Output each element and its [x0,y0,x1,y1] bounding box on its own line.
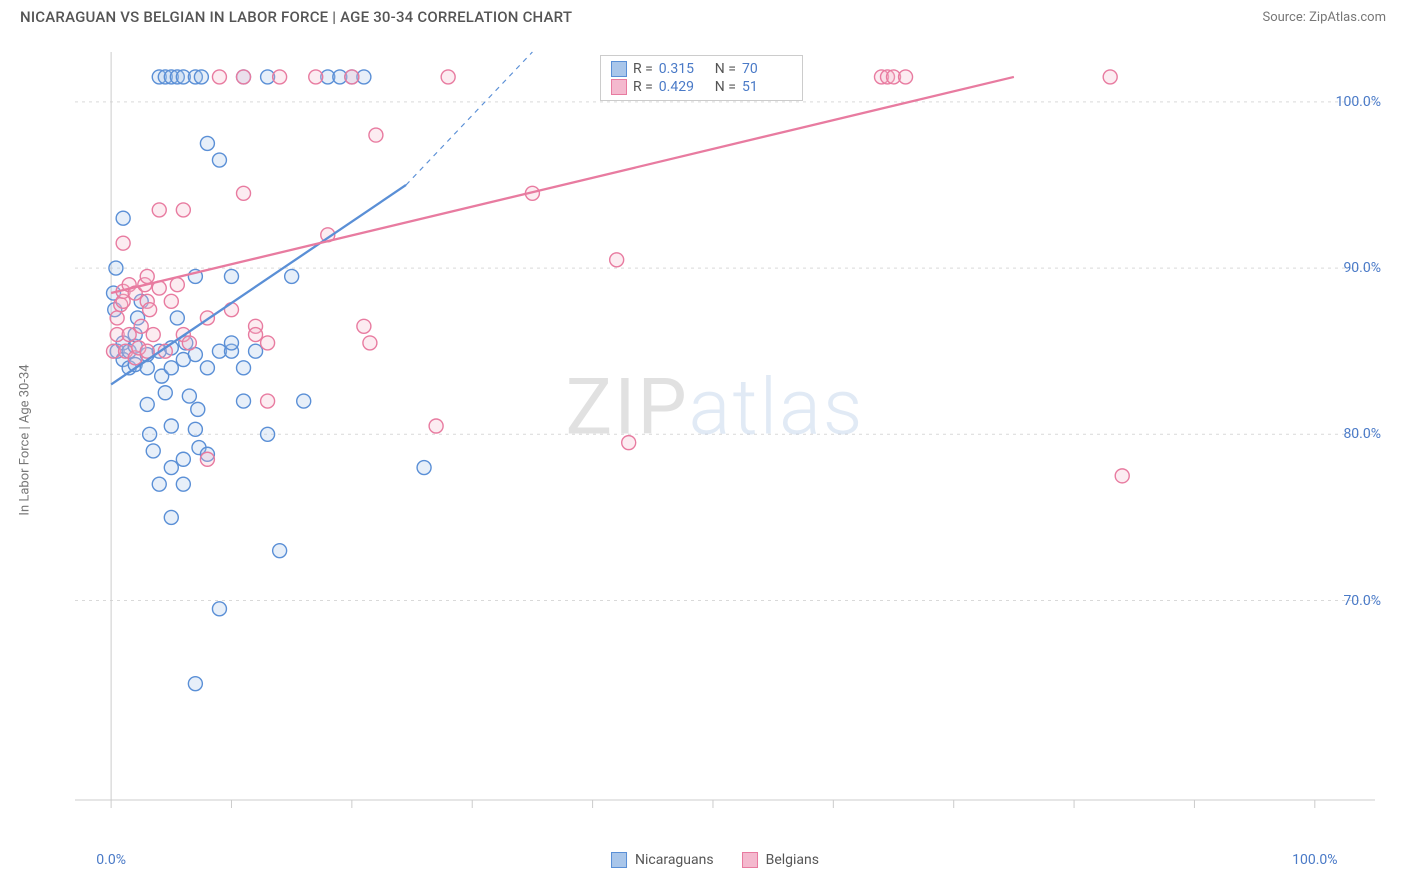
y-axis-label: In Labor Force | Age 30-34 [18,364,33,515]
y-tick-label: 90.0% [1343,260,1381,276]
y-tick-label: 100.0% [1336,94,1381,110]
source-credit: Source: ZipAtlas.com [1262,10,1386,25]
swatch-icon [611,79,627,95]
chart-title: NICARAGUAN VS BELGIAN IN LABOR FORCE | A… [20,8,572,26]
x-tick-label: 0.0% [96,852,126,868]
swatch-icon [611,852,627,868]
x-tick-label: 100.0% [1292,852,1337,868]
legend-item-nicaraguans: Nicaraguans [611,852,714,868]
chart-container: In Labor Force | Age 30-34 ZIPatlas R = … [45,40,1385,840]
legend-row-nicaraguans: R = 0.315 N = 70 [611,60,792,78]
y-tick-label: 70.0% [1343,593,1381,609]
scatter-plot [65,40,1385,840]
legend-item-belgians: Belgians [742,852,819,868]
series-legend: Nicaraguans Belgians [611,852,819,868]
correlation-legend: R = 0.315 N = 70 R = 0.429 N = 51 [600,55,803,101]
y-tick-label: 80.0% [1343,426,1381,442]
swatch-icon [742,852,758,868]
swatch-icon [611,61,627,77]
legend-row-belgians: R = 0.429 N = 51 [611,78,792,96]
